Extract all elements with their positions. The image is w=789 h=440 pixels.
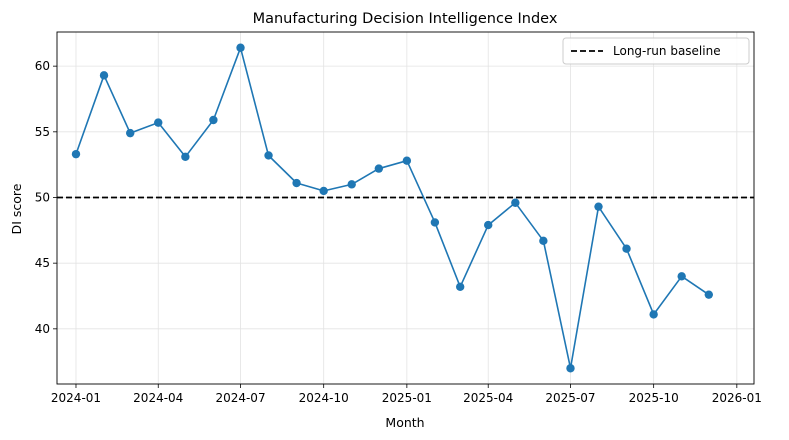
y-tick-label: 50 [35,190,50,204]
legend-label: Long-run baseline [613,44,721,58]
data-point [154,118,163,127]
data-point [539,236,548,246]
data-point [236,43,245,52]
data-point [347,180,356,189]
y-axis: 40 45 50 55 60 [35,59,57,336]
x-tick-label: 2025-07 [545,391,595,405]
y-tick-label: 40 [35,322,50,336]
grid [57,32,754,384]
data-point [430,218,440,227]
data-point [264,151,273,160]
chart-title: Manufacturing Decision Intelligence Inde… [253,11,558,27]
data-point [677,272,686,281]
data-point [566,364,575,373]
data-point [71,149,81,159]
x-tick-label: 2025-10 [629,391,679,405]
x-tick-label: 2024-07 [215,391,265,405]
data-point [402,156,412,165]
x-axis: 2024-01 2024-04 2024-07 2024-10 2025-01 2025-… [51,384,762,405]
data-point [622,244,631,253]
y-tick-label: 45 [35,256,50,270]
legend: Long-run baseline [562,37,750,65]
plot-frame [56,31,755,385]
data-point [594,202,603,211]
data-point [649,310,658,319]
y-axis-label: DI score [9,183,24,234]
data-point [209,115,218,125]
data-point [511,198,520,207]
data-point [99,71,109,80]
x-tick-label: 2026-01 [712,391,762,405]
x-tick-label: 2024-04 [133,391,183,405]
x-tick-label: 2025-01 [382,391,432,405]
x-tick-label: 2024-10 [299,391,349,405]
series-line [75,46,710,370]
data-point [704,290,713,299]
data-point [455,282,465,292]
data-point [181,152,190,161]
data-point [126,128,135,138]
legend-box [562,37,750,65]
series-layer [71,43,713,373]
y-tick-label: 60 [35,59,50,73]
data-point [319,186,328,196]
y-tick-label: 55 [35,125,50,139]
x-tick-label: 2025-04 [463,391,513,405]
data-point [484,220,493,230]
x-tick-label: 2024-01 [51,391,101,405]
data-point [292,178,301,188]
data-point [374,164,384,173]
x-axis-label: Month [385,415,424,430]
